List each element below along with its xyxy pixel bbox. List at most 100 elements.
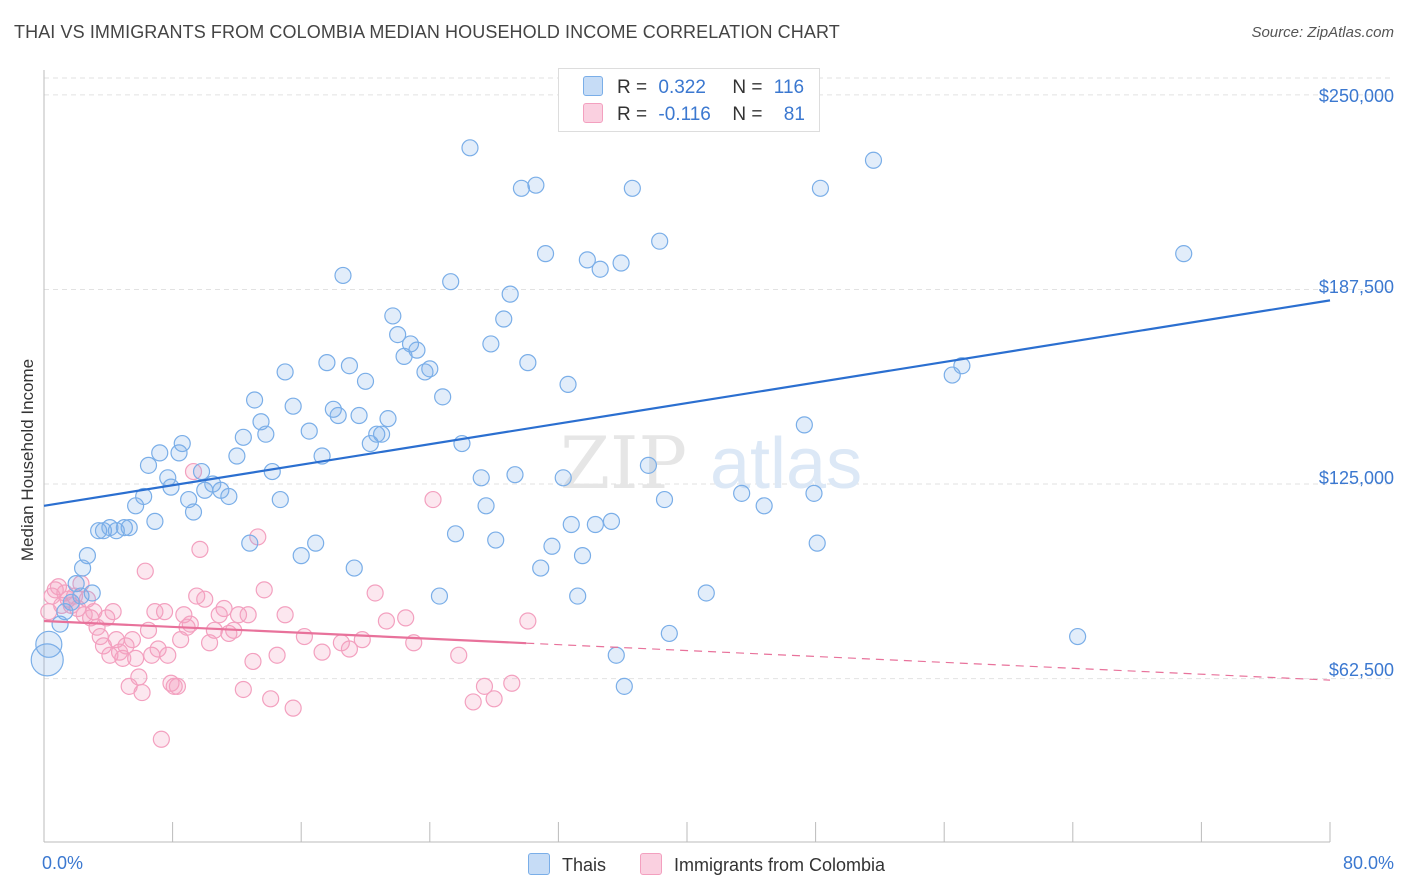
- data-point-thais: [655, 490, 674, 509]
- y-tick-label: $187,500: [1318, 277, 1394, 297]
- data-point-colombia: [123, 631, 142, 649]
- x-tick-label: 0.0%: [42, 853, 84, 873]
- data-point-colombia: [519, 612, 537, 630]
- data-point-thais: [697, 584, 715, 602]
- data-point-thais: [35, 630, 63, 658]
- data-point-colombia: [239, 606, 257, 624]
- data-point-colombia: [295, 627, 314, 646]
- y-axis-label: Median Household Income: [18, 358, 37, 562]
- data-point-colombia: [104, 603, 122, 621]
- data-point-thais: [512, 179, 531, 197]
- r-label: R =: [617, 104, 648, 125]
- data-point-colombia: [450, 646, 468, 664]
- data-point-colombia: [205, 621, 223, 639]
- colombia-swatch: [640, 853, 662, 875]
- data-point-thais: [284, 397, 302, 415]
- data-point-thais: [501, 285, 519, 303]
- data-point-thais: [83, 584, 101, 602]
- data-point-thais: [30, 643, 64, 677]
- data-point-thais: [586, 515, 604, 534]
- data-point-colombia: [340, 640, 359, 658]
- data-point-thais: [139, 456, 158, 474]
- data-point-thais: [543, 537, 561, 555]
- data-point-thais: [607, 646, 625, 664]
- data-point-thais: [808, 534, 826, 552]
- data-point-thais: [578, 251, 596, 269]
- data-point-colombia: [215, 599, 233, 618]
- data-point-thais: [430, 587, 449, 605]
- watermark-zip: ZIP: [560, 421, 687, 505]
- data-point-colombia: [101, 646, 119, 664]
- data-point-colombia: [397, 609, 415, 627]
- data-point-thais: [421, 360, 439, 378]
- n-value: 81: [783, 104, 805, 125]
- data-point-thais: [368, 425, 386, 443]
- data-point-colombia: [46, 581, 64, 599]
- data-point-thais: [245, 391, 264, 409]
- data-point-colombia: [130, 668, 148, 686]
- data-point-colombia: [149, 640, 167, 658]
- data-point-thais: [532, 559, 550, 577]
- data-point-thais: [811, 179, 830, 197]
- data-point-colombia: [485, 690, 503, 708]
- chart-title: THAI VS IMMIGRANTS FROM COLOMBIA MEDIAN …: [14, 22, 840, 42]
- data-point-thais: [340, 357, 359, 375]
- data-point-colombia: [133, 683, 151, 702]
- trend-line-colombia: [43, 619, 527, 645]
- data-point-thais: [660, 624, 678, 643]
- data-point-thais: [372, 425, 391, 443]
- data-point-thais: [434, 388, 452, 406]
- data-point-thais: [472, 469, 490, 487]
- data-point-thais: [56, 603, 74, 621]
- data-point-colombia: [229, 606, 248, 624]
- data-point-thais: [307, 534, 325, 552]
- data-point-thais: [805, 484, 823, 502]
- data-point-thais: [334, 266, 352, 285]
- data-point-thais: [151, 444, 169, 462]
- data-point-thais: [446, 525, 465, 543]
- data-point-colombia: [196, 590, 214, 608]
- n-label: N =: [732, 77, 763, 98]
- data-point-thais: [120, 518, 138, 537]
- thais-swatch: [528, 853, 550, 875]
- data-point-thais: [408, 341, 426, 359]
- data-point-thais: [184, 503, 203, 521]
- stats-row-colombia: R = -0.116 N = 81: [583, 103, 805, 127]
- data-point-thais: [487, 531, 505, 549]
- data-point-thais: [90, 522, 108, 540]
- data-point-thais: [755, 497, 773, 515]
- trend-line-colombia-extension: [526, 642, 1331, 681]
- data-point-thais: [612, 254, 630, 272]
- legend-item-colombia[interactable]: Immigrants from Colombia: [640, 853, 885, 876]
- data-point-colombia: [117, 637, 135, 655]
- n-value: 116: [773, 77, 805, 98]
- data-point-colombia: [464, 693, 482, 711]
- data-point-colombia: [98, 609, 116, 627]
- data-point-thais: [300, 422, 318, 440]
- data-point-thais: [384, 307, 402, 325]
- data-point-colombia: [244, 652, 262, 671]
- data-point-thais: [170, 444, 188, 462]
- legend-item-thais[interactable]: Thais: [528, 853, 606, 876]
- data-point-thais: [263, 462, 281, 481]
- data-point-thais: [361, 434, 379, 453]
- data-point-thais: [591, 260, 609, 278]
- data-point-thais: [192, 462, 211, 481]
- data-point-thais: [623, 179, 641, 197]
- data-point-colombia: [191, 540, 209, 558]
- r-value: 0.322: [658, 77, 706, 98]
- data-point-thais: [146, 512, 164, 530]
- data-point-thais: [220, 487, 238, 506]
- y-tick-label: $62,500: [1328, 660, 1394, 680]
- data-point-thais: [639, 456, 658, 474]
- data-point-thais: [477, 497, 495, 515]
- data-point-thais: [72, 587, 90, 605]
- data-point-thais: [329, 406, 347, 425]
- data-point-colombia: [262, 690, 280, 708]
- data-point-thais: [559, 375, 577, 394]
- data-point-thais: [135, 487, 153, 506]
- data-point-thais: [519, 354, 537, 372]
- data-point-thais: [554, 469, 572, 487]
- data-point-thais: [416, 363, 434, 381]
